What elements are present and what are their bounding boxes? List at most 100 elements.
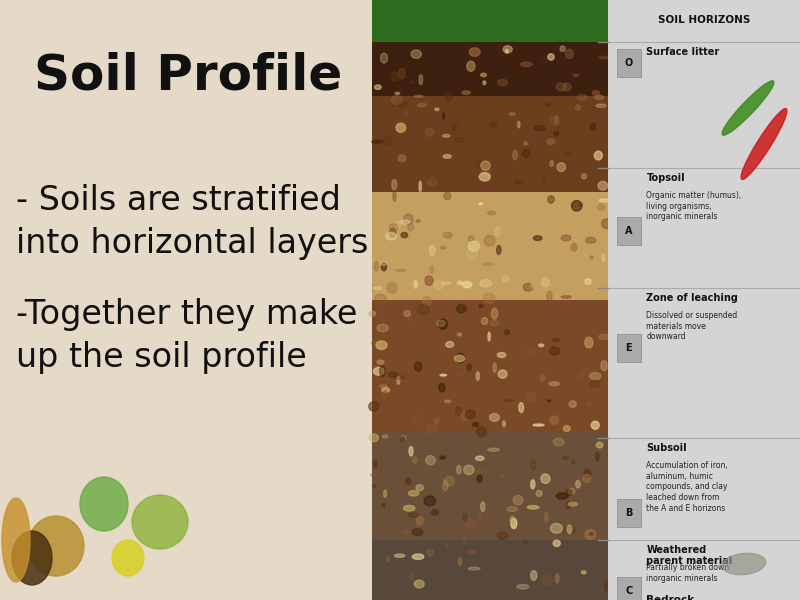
Ellipse shape [454, 137, 465, 142]
Ellipse shape [395, 92, 400, 94]
Ellipse shape [442, 282, 450, 284]
Ellipse shape [398, 155, 406, 161]
Ellipse shape [510, 112, 515, 115]
Ellipse shape [477, 427, 486, 437]
Ellipse shape [541, 474, 550, 484]
Ellipse shape [438, 383, 445, 392]
Ellipse shape [438, 319, 447, 329]
FancyBboxPatch shape [372, 96, 608, 192]
FancyBboxPatch shape [617, 499, 641, 527]
Ellipse shape [369, 402, 378, 411]
Ellipse shape [414, 281, 418, 288]
Text: Zone of leaching: Zone of leaching [646, 293, 738, 303]
Ellipse shape [505, 330, 510, 335]
FancyBboxPatch shape [608, 0, 800, 600]
Ellipse shape [550, 116, 559, 125]
Ellipse shape [513, 151, 518, 160]
Ellipse shape [571, 244, 577, 251]
Text: Soil Profile: Soil Profile [34, 51, 342, 99]
Ellipse shape [582, 571, 586, 574]
Ellipse shape [462, 281, 472, 288]
Ellipse shape [408, 513, 419, 518]
Ellipse shape [380, 385, 387, 388]
Ellipse shape [475, 456, 484, 460]
Ellipse shape [443, 232, 452, 238]
Ellipse shape [578, 371, 584, 379]
Ellipse shape [490, 122, 497, 128]
Ellipse shape [594, 151, 602, 160]
Ellipse shape [422, 296, 431, 306]
Ellipse shape [568, 502, 578, 506]
Text: Bedrock: Bedrock [646, 595, 694, 600]
Ellipse shape [563, 527, 575, 535]
Ellipse shape [467, 364, 471, 371]
Ellipse shape [462, 91, 470, 94]
Ellipse shape [388, 372, 398, 377]
Text: O: O [625, 58, 633, 68]
Ellipse shape [514, 496, 523, 505]
Ellipse shape [391, 95, 402, 104]
Ellipse shape [575, 105, 581, 110]
Ellipse shape [412, 529, 423, 536]
Ellipse shape [741, 109, 787, 179]
Ellipse shape [440, 247, 446, 249]
Ellipse shape [486, 514, 492, 517]
Ellipse shape [466, 410, 475, 419]
Ellipse shape [395, 221, 400, 229]
Ellipse shape [530, 480, 535, 489]
Ellipse shape [538, 344, 544, 347]
Ellipse shape [596, 104, 606, 107]
Ellipse shape [585, 278, 591, 284]
Ellipse shape [479, 173, 490, 181]
Ellipse shape [598, 181, 608, 190]
Text: E: E [626, 343, 632, 353]
Ellipse shape [497, 245, 501, 254]
Ellipse shape [519, 403, 523, 413]
Ellipse shape [442, 113, 445, 119]
Ellipse shape [467, 61, 475, 71]
Ellipse shape [523, 283, 533, 291]
Ellipse shape [409, 491, 418, 496]
Ellipse shape [442, 481, 448, 491]
Ellipse shape [404, 112, 408, 115]
Ellipse shape [498, 532, 508, 539]
Ellipse shape [553, 438, 564, 446]
Ellipse shape [561, 235, 571, 241]
Ellipse shape [585, 337, 593, 348]
Ellipse shape [722, 553, 766, 575]
Ellipse shape [426, 424, 437, 434]
Text: Weathered
parent material: Weathered parent material [646, 545, 733, 566]
Ellipse shape [430, 245, 435, 256]
Ellipse shape [556, 493, 568, 499]
Ellipse shape [418, 304, 430, 315]
Ellipse shape [569, 488, 575, 494]
Text: - Soils are stratified
into horizontal layers: - Soils are stratified into horizontal l… [16, 184, 368, 260]
Ellipse shape [425, 276, 433, 286]
Ellipse shape [479, 203, 482, 205]
Ellipse shape [404, 310, 410, 317]
Ellipse shape [386, 232, 397, 240]
Ellipse shape [132, 495, 188, 549]
Text: Surface litter: Surface litter [646, 47, 720, 57]
Ellipse shape [416, 485, 423, 491]
Ellipse shape [374, 294, 386, 305]
Ellipse shape [418, 103, 426, 107]
Ellipse shape [467, 550, 475, 554]
FancyBboxPatch shape [617, 334, 641, 362]
Ellipse shape [371, 473, 378, 477]
Ellipse shape [411, 50, 422, 58]
Ellipse shape [468, 236, 474, 241]
Ellipse shape [398, 68, 405, 79]
Ellipse shape [473, 422, 478, 427]
Ellipse shape [590, 533, 593, 536]
Ellipse shape [498, 370, 507, 378]
Ellipse shape [392, 72, 398, 81]
Ellipse shape [446, 341, 454, 347]
Ellipse shape [566, 502, 570, 509]
Ellipse shape [567, 525, 572, 534]
Ellipse shape [28, 516, 84, 576]
Ellipse shape [555, 574, 559, 583]
Ellipse shape [482, 263, 494, 266]
Ellipse shape [550, 416, 558, 424]
Ellipse shape [463, 260, 474, 266]
